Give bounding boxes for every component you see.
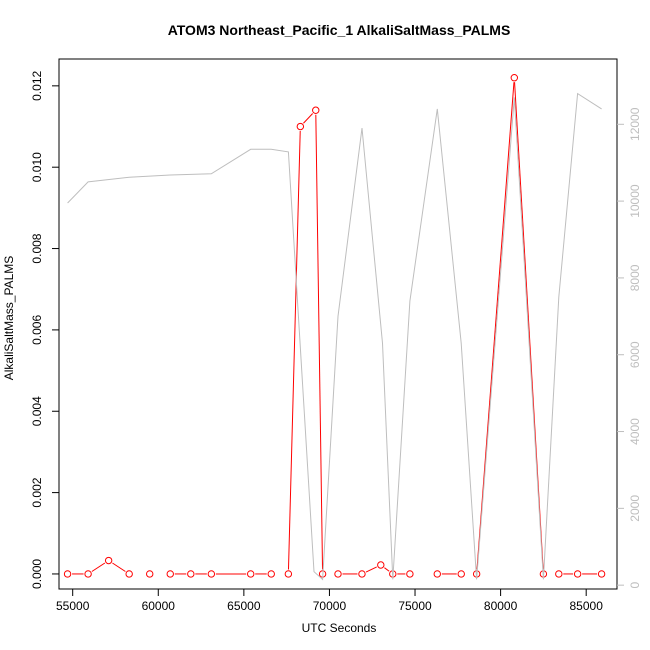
series-0-point: [187, 570, 195, 578]
series-0-point: [597, 570, 606, 578]
series-0-point: [573, 570, 582, 578]
series-0-segment: [315, 114, 324, 570]
y-axis: 0.000 0.002 0.004 0.006 0.008 0.010 0.012: [30, 71, 59, 589]
x-tick-label: 55000: [56, 599, 90, 613]
y-tick-label: 0.010: [30, 152, 44, 182]
x-axis: 55000 60000 65000 70000 75000 80000 85000: [56, 588, 604, 613]
series-0-point: [358, 570, 366, 578]
y2-tick-label: 2000: [628, 495, 642, 522]
series-0-point: [312, 106, 320, 114]
series-0-point: [296, 122, 305, 131]
y2-tick-label: 8000: [628, 264, 642, 291]
y-tick-label: 0.004: [30, 396, 44, 426]
series-0-segment: [287, 131, 301, 570]
series-0-segment: [303, 113, 314, 124]
series-0-segment: [365, 566, 377, 573]
series-0-point: [457, 570, 465, 578]
series-1-line: [67, 92, 602, 581]
series-0-segment: [91, 562, 106, 572]
y-tick-label: 0.000: [30, 559, 44, 589]
series-0-point: [510, 74, 519, 82]
series-0-segment: [476, 82, 515, 570]
series-0-point: [555, 570, 563, 578]
series-0-point: [63, 570, 72, 578]
y2-tick-label: 10000: [628, 184, 642, 218]
series-0-point: [377, 561, 385, 569]
series-0-point: [125, 570, 133, 578]
series-0-point: [104, 556, 113, 565]
x-tick-label: 75000: [398, 599, 432, 613]
series-0-point: [433, 570, 441, 578]
y2-tick-label: 12000: [628, 107, 642, 141]
y-tick-label: 0.002: [30, 477, 44, 507]
x-tick-label: 85000: [570, 599, 604, 613]
x-axis-label: UTC Seconds: [302, 621, 377, 635]
x-tick-label: 60000: [142, 599, 176, 613]
series-0-point: [207, 570, 216, 578]
y2-tick-label: 4000: [628, 418, 642, 445]
y2-tick-label: 6000: [628, 341, 642, 368]
series-0-segment: [112, 562, 126, 572]
series-0-point: [406, 570, 414, 578]
series-0-point: [267, 570, 275, 578]
series-0-point: [334, 570, 342, 578]
y-tick-label: 0.006: [30, 315, 44, 345]
chart-title: ATOM3 Northeast_Pacific_1 AlkaliSaltMass…: [168, 22, 511, 38]
x-tick-label: 80000: [484, 599, 518, 613]
x-tick-label: 70000: [313, 599, 347, 613]
series-0-point: [166, 570, 174, 578]
series-layer: [63, 74, 606, 581]
y2-tick-label: 0: [628, 582, 642, 589]
right-axis: 0 2000 4000 6000 8000 10000 12000: [617, 107, 642, 589]
y-tick-label: 0.008: [30, 233, 44, 263]
series-0-point: [247, 570, 255, 578]
series-0-point: [84, 570, 92, 578]
series-0-segment: [384, 567, 390, 572]
y-axis-label: AlkaliSaltMass_PALMS: [2, 256, 16, 381]
x-tick-label: 65000: [227, 599, 261, 613]
series-0-point: [146, 570, 154, 578]
series-0-point: [284, 570, 293, 578]
y-tick-label: 0.012: [30, 71, 44, 101]
